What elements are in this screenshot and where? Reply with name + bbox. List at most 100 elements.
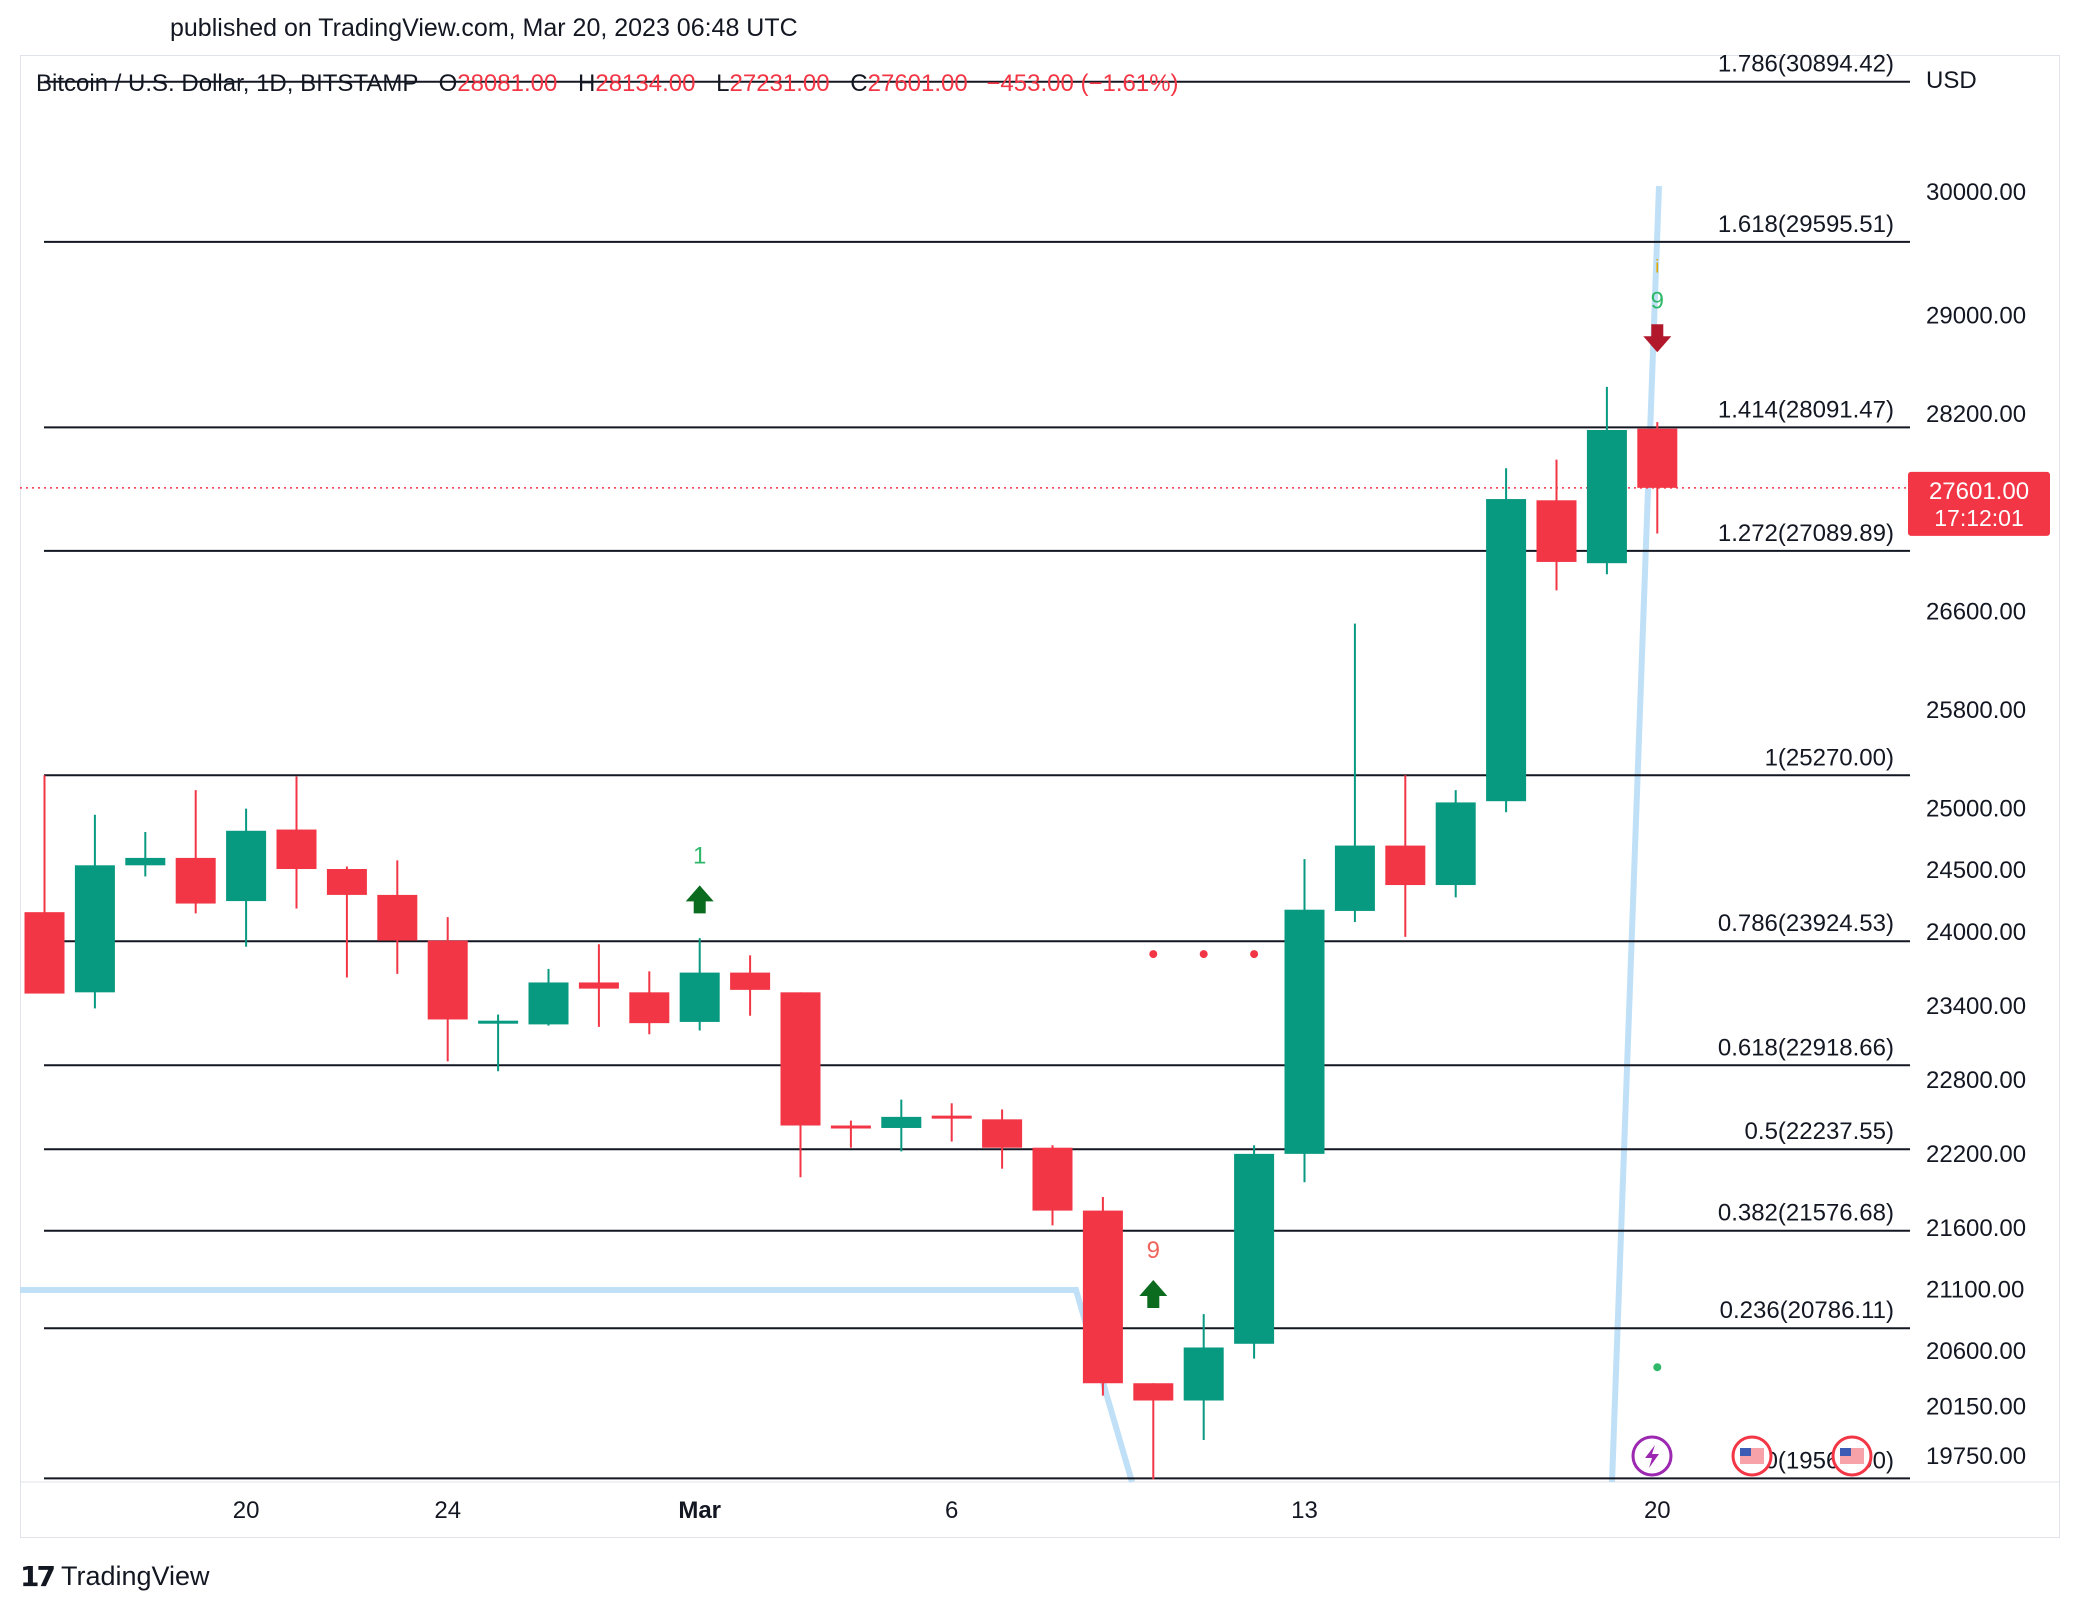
arrow-up-icon [685, 885, 714, 914]
fib-level-label: 1(25270.00) [1765, 744, 1894, 771]
candle-body [24, 912, 65, 994]
price-tag-countdown: 17:12:01 [1934, 505, 2024, 531]
y-tick-label: 26600.00 [1926, 598, 2026, 625]
y-tick-label: 23400.00 [1926, 993, 2026, 1020]
candle-body [528, 982, 569, 1025]
chart-frame [20, 55, 2060, 1538]
lightning-icon [1645, 1445, 1659, 1468]
candle-body [427, 940, 468, 1020]
dot-marker [1250, 950, 1259, 959]
dot-marker [1653, 1363, 1662, 1372]
candle-body [730, 972, 771, 990]
symbol-header: Bitcoin / U.S. Dollar, 1D, BITSTAMP O280… [36, 70, 1179, 98]
change-value: −453.00 (−1.61%) [986, 70, 1179, 97]
fib-level-label: 0.382(21576.68) [1718, 1200, 1894, 1227]
candle-body [1586, 430, 1627, 564]
candle-body [1385, 845, 1426, 886]
low-value: 27231.00 [729, 70, 830, 97]
symbol-title[interactable]: Bitcoin / U.S. Dollar, 1D, BITSTAMP [36, 70, 418, 97]
fib-level-label: 1.272(27089.89) [1718, 520, 1894, 547]
dot-marker [1199, 950, 1208, 959]
open-value: 28081.00 [457, 70, 558, 97]
footer-branding[interactable]: 17 TradingView [20, 1560, 210, 1593]
arrow-down-icon [1643, 324, 1672, 353]
candle-body [1435, 802, 1476, 886]
count-label: 1 [693, 842, 706, 869]
fib-level-label: 1.618(29595.51) [1718, 211, 1894, 238]
y-tick-label: 20150.00 [1926, 1394, 2026, 1421]
x-tick-label: 20 [1644, 1497, 1671, 1524]
y-tick-label: 22800.00 [1926, 1067, 2026, 1094]
fib-level-label: 0.236(20786.11) [1720, 1297, 1894, 1324]
y-tick-label: 29000.00 [1926, 302, 2026, 329]
low-label: L [716, 70, 730, 97]
high-label: H [578, 70, 596, 97]
count-label: 9 [1147, 1237, 1160, 1264]
y-tick-label: 25000.00 [1926, 796, 2026, 823]
y-tick-label: 28200.00 [1926, 401, 2026, 428]
price-tag [1908, 471, 2050, 536]
info-icon: i [1655, 256, 1659, 276]
tradingview-logo-icon: 17 [20, 1560, 56, 1593]
fib-level-label: 0.786(23924.53) [1718, 910, 1894, 937]
published-notice: published on TradingView.com, Mar 20, 20… [170, 14, 798, 42]
x-tick-label: 24 [434, 1497, 461, 1524]
candle-body [1536, 500, 1577, 562]
candle-body [1133, 1383, 1174, 1401]
candle-body [1486, 499, 1527, 802]
candle-body [1082, 1210, 1123, 1384]
candle-body [780, 992, 821, 1126]
y-tick-label: 30000.00 [1926, 179, 2026, 206]
close-value: 27601.00 [867, 70, 968, 97]
candle-body [1284, 909, 1325, 1154]
candle-body [175, 857, 216, 904]
y-tick-label: 20600.00 [1926, 1338, 2026, 1365]
candle-body [326, 869, 367, 895]
arrow-up-icon [1139, 1280, 1168, 1309]
count-label: 9 [1651, 287, 1664, 314]
candle-body [830, 1125, 871, 1129]
close-label: C [850, 70, 868, 97]
candle-body [226, 830, 267, 902]
candle-body [578, 982, 619, 989]
y-tick-label: 21100.00 [1926, 1277, 2024, 1304]
candle-body [1234, 1153, 1275, 1344]
y-tick-label: 21600.00 [1926, 1215, 2026, 1242]
candle-body [377, 894, 418, 941]
x-tick-label: 20 [233, 1497, 260, 1524]
fib-level-label: 0(19569.00) [1765, 1447, 1894, 1474]
fib-level-label: 0.5(22237.55) [1745, 1118, 1894, 1145]
open-label: O [438, 70, 458, 97]
candle-body [1334, 845, 1375, 911]
candle-body [478, 1020, 519, 1024]
fib-level-label: 1.414(28091.47) [1718, 396, 1894, 423]
price-tag-price: 27601.00 [1929, 478, 2029, 505]
candle-body [125, 857, 166, 866]
y-tick-label: 24000.00 [1926, 919, 2026, 946]
y-tick-label: 22200.00 [1926, 1141, 2026, 1168]
candle-body [881, 1116, 922, 1128]
currency-label: USD [1926, 67, 1977, 94]
y-tick-label: 25800.00 [1926, 697, 2026, 724]
candle-body [276, 829, 317, 870]
candle-body [629, 992, 670, 1024]
trend-line-left [20, 1287, 1135, 1483]
us-flag-icon [1840, 1448, 1851, 1456]
dot-marker [1149, 950, 1158, 959]
candle-body [931, 1115, 972, 1119]
x-tick-label: Mar [678, 1497, 721, 1524]
y-tick-label: 24500.00 [1926, 857, 2026, 884]
y-tick-label: 19750.00 [1926, 1443, 2026, 1470]
brand-name: TradingView [60, 1561, 210, 1591]
trend-line-right [1609, 185, 1662, 1483]
fib-level-label: 0.618(22918.66) [1718, 1034, 1894, 1061]
x-tick-label: 6 [945, 1497, 958, 1524]
high-value: 28134.00 [595, 70, 696, 97]
us-flag-icon [1740, 1448, 1751, 1456]
candle-body [679, 972, 720, 1022]
fib-level-label: 1.786(30894.42) [1718, 51, 1894, 78]
candle-body [1637, 428, 1678, 488]
x-tick-label: 13 [1291, 1497, 1318, 1524]
candle-body [1032, 1147, 1073, 1211]
